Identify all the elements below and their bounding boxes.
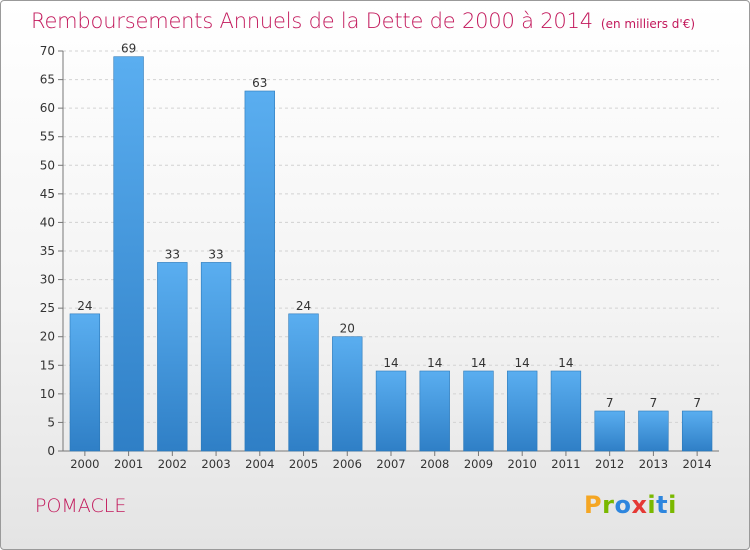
y-tick-label: 0 [47,444,55,458]
y-tick-label: 5 [47,415,55,429]
y-tick-label: 70 [40,44,55,58]
brand-letter: x [631,491,648,519]
bar [507,370,538,452]
brand-letter: r [602,491,615,519]
data-label: 69 [121,42,136,56]
x-tick-label: 2014 [682,457,711,471]
x-tick-label: 2012 [595,457,624,471]
bar [244,90,275,452]
chart-title: Remboursements Annuels de la Dette de 20… [31,9,593,33]
title-line: Remboursements Annuels de la Dette de 20… [31,9,695,33]
x-tick-label: 2006 [333,457,362,471]
brand-letter: o [614,491,632,519]
y-tick-label: 15 [40,358,55,372]
brand-letter: P [584,491,603,519]
bar [200,262,232,452]
x-tick-label: 2009 [464,457,493,471]
data-label: 33 [208,247,223,261]
x-tick-label: 2005 [289,457,318,471]
bar [113,56,144,452]
y-tick-label: 60 [40,101,55,115]
brand-letter: i [668,491,677,519]
bar [594,410,625,452]
data-label: 14 [558,356,573,370]
bar [463,370,494,452]
bar [681,410,713,452]
x-tick-label: 2013 [639,457,668,471]
data-label: 20 [340,322,355,336]
brand-logo[interactable]: Proxiti [584,491,677,519]
y-tick-label: 55 [40,130,55,144]
labels: 24 2000 69 2001 33 2002 33 2003 63 2004 24 2005 20 20… [70,42,712,471]
commune-name: POMACLE [35,495,127,517]
brand-letter: t [656,491,669,519]
bar [157,262,188,452]
bar [550,370,582,452]
x-tick-label: 2004 [245,457,274,471]
x-tick-label: 2007 [376,457,405,471]
y-tick-label: 10 [40,387,55,401]
data-label: 14 [383,356,398,370]
bar [288,313,319,452]
bar [419,370,450,452]
bar [332,336,363,452]
x-tick-label: 2000 [70,457,99,471]
data-label: 63 [252,76,267,90]
axes: 0 5 10 15 20 25 30 35 40 45 50 55 60 65 70 [40,44,719,458]
data-label: 14 [515,356,530,370]
data-label: 7 [693,396,701,410]
data-label: 33 [165,247,180,261]
data-label: 7 [606,396,614,410]
bar [375,370,407,452]
x-tick-label: 2011 [551,457,580,471]
x-tick-label: 2001 [114,457,143,471]
x-tick-label: 2010 [508,457,537,471]
x-tick-label: 2008 [420,457,449,471]
data-label: 14 [427,356,442,370]
y-tick-label: 65 [40,73,55,87]
data-label: 14 [471,356,486,370]
data-label: 24 [296,299,311,313]
y-tick-label: 45 [40,187,55,201]
y-tick-label: 25 [40,301,55,315]
chart-unit: (en milliers d'€) [600,17,696,31]
y-tick-label: 35 [40,244,55,258]
data-label: 7 [650,396,658,410]
y-tick-label: 20 [40,330,55,344]
x-tick-label: 2002 [158,457,187,471]
bars [69,56,713,452]
x-tick-label: 2003 [201,457,230,471]
brand-letter: i [647,491,657,519]
bar [69,313,101,452]
data-label: 24 [77,299,92,313]
y-tick-label: 40 [40,215,55,229]
y-tick-label: 50 [40,158,55,172]
bar [638,410,669,452]
y-tick-label: 30 [40,273,55,287]
